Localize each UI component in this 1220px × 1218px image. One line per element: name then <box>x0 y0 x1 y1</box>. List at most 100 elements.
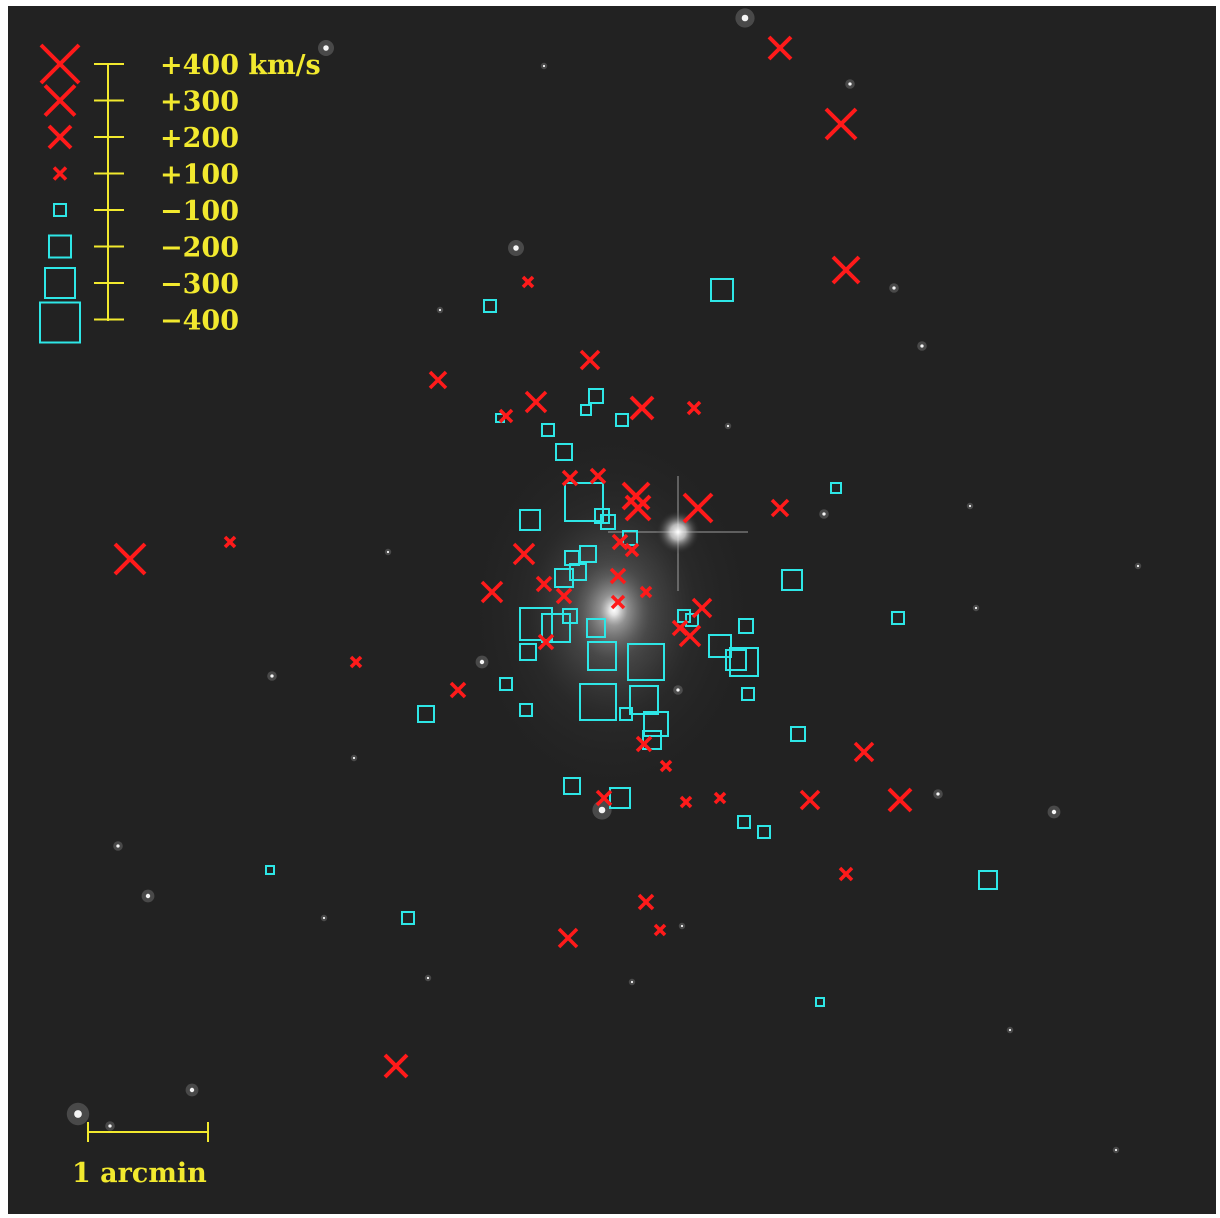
legend-label: −200 <box>160 233 239 264</box>
velocity-cross <box>113 542 147 576</box>
velocity-square <box>519 607 553 641</box>
velocity-cross <box>659 759 673 773</box>
velocity-square <box>609 787 631 809</box>
image-frame: +400 km/s +300 +200 +100 −100 −200 −300 −400 1 … <box>8 6 1216 1214</box>
velocity-square <box>830 482 842 494</box>
velocity-cross <box>887 787 913 813</box>
velocity-square <box>710 278 734 302</box>
legend-cross-marker <box>43 84 77 117</box>
velocity-square <box>729 647 759 677</box>
velocity-cross <box>561 469 579 487</box>
velocity-legend: +400 km/s +300 +200 +100 −100 −200 −300 −400 <box>39 43 321 344</box>
velocity-cross <box>611 533 629 551</box>
legend-label: +400 km/s <box>160 50 321 81</box>
velocity-cross <box>383 1053 409 1079</box>
velocity-cross <box>498 408 514 424</box>
velocity-square <box>642 730 662 750</box>
velocity-square <box>265 865 275 875</box>
velocity-square <box>891 611 905 625</box>
velocity-cross <box>671 619 689 637</box>
velocity-cross <box>679 795 693 809</box>
velocity-cross <box>629 395 655 421</box>
legend-label: −100 <box>160 196 239 227</box>
scale-bar: 1 arcmin <box>72 1122 209 1189</box>
velocity-square <box>483 299 497 313</box>
velocity-square <box>619 707 633 721</box>
velocity-cross <box>535 575 553 593</box>
velocity-cross <box>609 567 627 585</box>
velocity-square <box>499 677 513 691</box>
velocity-square <box>627 643 665 681</box>
velocity-cross <box>512 542 536 566</box>
velocity-cross <box>537 633 555 651</box>
legend-square-marker <box>39 301 81 344</box>
velocity-cross <box>853 741 875 763</box>
legend-label: +200 <box>160 123 239 154</box>
velocity-square <box>569 563 587 581</box>
velocity-cross <box>223 535 237 549</box>
velocity-square <box>781 569 803 591</box>
field-stars <box>66 8 1142 1154</box>
velocity-square <box>519 703 533 717</box>
velocity-square <box>643 711 669 737</box>
velocity-square <box>757 825 771 839</box>
velocity-cross <box>799 789 821 811</box>
velocity-cross <box>831 255 861 285</box>
sky-image: +400 km/s +300 +200 +100 −100 −200 −300 −400 1 … <box>39 8 1142 1189</box>
velocity-cross <box>428 370 448 390</box>
velocity-square <box>815 997 825 1007</box>
velocity-square <box>519 509 541 531</box>
legend-cross-marker <box>39 43 81 85</box>
velocity-cross <box>624 494 652 522</box>
velocity-square <box>554 568 574 588</box>
legend-label: −400 <box>160 306 239 337</box>
velocity-cross <box>521 275 535 289</box>
velocity-square <box>541 423 555 437</box>
velocity-square <box>563 777 581 795</box>
legend-cross-marker <box>52 166 68 181</box>
velocity-square <box>564 482 604 522</box>
velocity-square <box>600 514 616 530</box>
velocity-cross <box>624 542 640 558</box>
velocity-square <box>580 404 592 416</box>
bright-star <box>608 476 748 591</box>
velocity-square <box>579 545 597 563</box>
velocity-cross <box>555 587 573 605</box>
velocity-square <box>978 870 998 890</box>
velocity-cross <box>824 107 858 141</box>
legend-square-marker <box>44 267 76 299</box>
legend-label: +300 <box>160 87 239 118</box>
velocity-square <box>555 443 573 461</box>
velocity-square <box>790 726 806 742</box>
velocity-cross <box>557 927 579 949</box>
velocity-cross <box>639 585 653 599</box>
velocity-cross <box>621 481 651 511</box>
legend-square-marker <box>53 203 67 217</box>
velocity-square <box>401 911 415 925</box>
velocity-cross <box>349 655 363 669</box>
velocity-square <box>588 388 604 404</box>
velocity-square <box>586 618 606 638</box>
scale-bar-label: 1 arcmin <box>72 1158 207 1189</box>
legend-label: −300 <box>160 269 239 300</box>
velocity-cross <box>449 681 467 699</box>
legend-cross-marker <box>47 124 73 150</box>
velocity-square <box>541 613 571 643</box>
velocity-square <box>708 634 732 658</box>
velocity-cross <box>524 390 548 414</box>
velocity-cross <box>595 789 613 807</box>
velocity-square <box>738 618 754 634</box>
velocity-cross <box>579 349 601 371</box>
legend-label: +100 <box>160 160 239 191</box>
velocity-cross <box>770 498 790 518</box>
legend-square-marker <box>48 234 72 259</box>
velocity-cross <box>713 791 727 805</box>
velocity-cross <box>682 492 714 524</box>
velocity-cross <box>838 866 854 882</box>
velocity-cross <box>610 594 626 610</box>
velocity-square <box>741 687 755 701</box>
positive-velocity-markers <box>113 35 913 1079</box>
velocity-cross <box>635 735 653 753</box>
velocity-square <box>519 643 537 661</box>
velocity-cross <box>767 35 793 61</box>
